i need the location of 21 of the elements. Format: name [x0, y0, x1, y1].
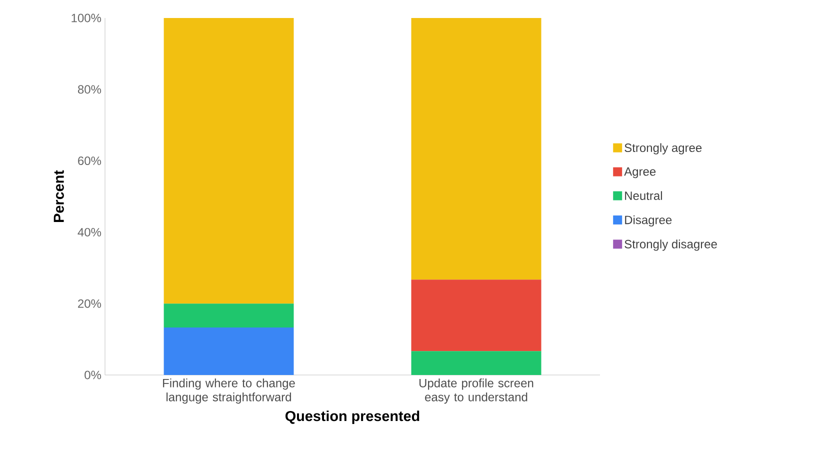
- bar: [164, 304, 294, 328]
- y-axis-title: Percent: [54, 170, 64, 222]
- y-tick-label: 60%: [78, 156, 102, 166]
- y-tick-label: 20%: [78, 299, 102, 308]
- bar: [411, 280, 542, 352]
- y-tick-label: 100%: [72, 14, 102, 22]
- y-tick-label: 40%: [78, 228, 102, 236]
- x-axis-title: Question presented: [285, 410, 420, 424]
- bar: [164, 328, 294, 375]
- y-tick-label: 0%: [84, 370, 102, 380]
- x-tick-label: Finding where to change languge straightforward: [163, 378, 295, 404]
- legend-label: Disagree: [625, 215, 672, 227]
- y-tick-label: 80%: [78, 85, 102, 94]
- x-tick-label: Update profile screen easy to understand: [419, 378, 534, 404]
- legend-label: Strongly disagree: [624, 240, 717, 251]
- bar: [411, 18, 542, 280]
- legend-label: Strongly agree: [624, 143, 702, 154]
- bar: [411, 351, 542, 375]
- legend-label: Agree: [624, 167, 656, 178]
- bar: [164, 18, 294, 304]
- legend-label: Neutral: [625, 191, 662, 200]
